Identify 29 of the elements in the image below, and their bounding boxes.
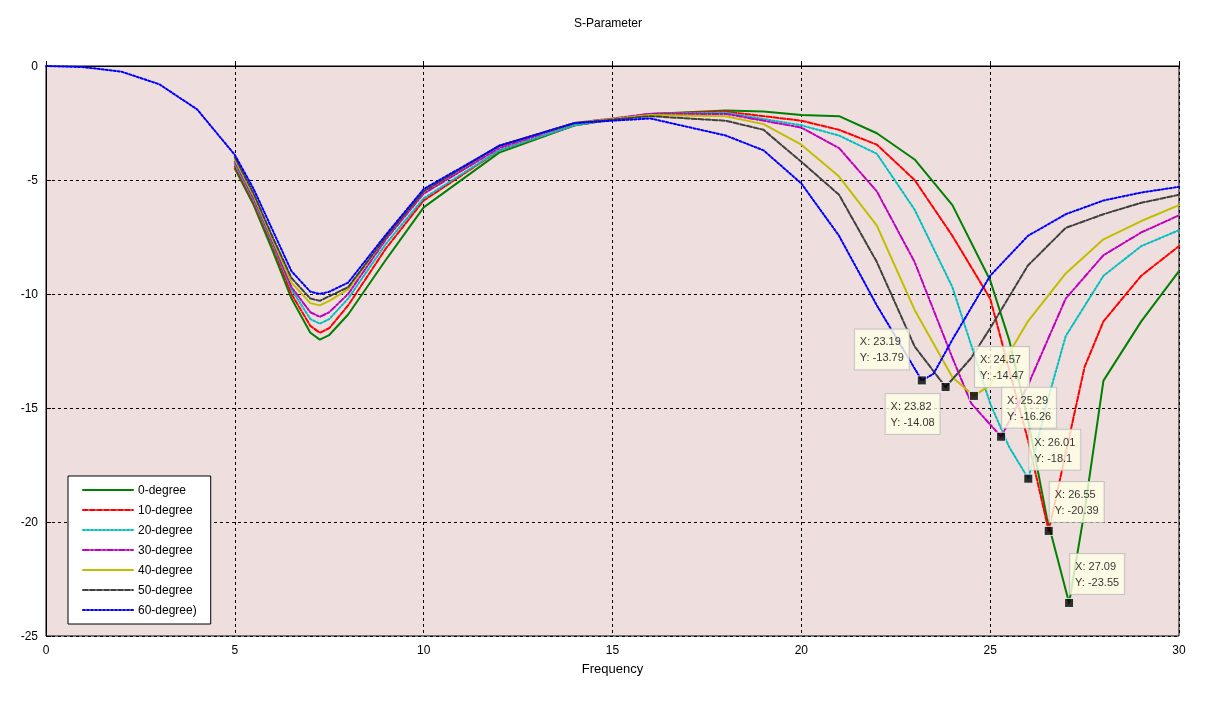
legend-label: 30-degree xyxy=(138,543,194,557)
annotation: X: 24.57 Y: -14.47 xyxy=(979,352,1024,381)
chart-title: S-Parameter xyxy=(573,16,643,30)
x-tick-label: 25 xyxy=(983,643,998,657)
x-tick-label: 30 xyxy=(1172,643,1186,657)
legend-label: 10-degree xyxy=(138,503,194,517)
annotation: X: 23.82 Y: -14.08 xyxy=(890,400,935,429)
x-tick-label: 15 xyxy=(605,643,620,657)
x-tick-label: 20 xyxy=(794,643,809,657)
y-tick-label: 0 xyxy=(31,59,39,73)
x-tick-label: 10 xyxy=(416,643,431,657)
y-tick-label: -10 xyxy=(20,287,39,301)
legend-label: 40-degree xyxy=(138,563,194,577)
annotation: X: 26.01 Y: -18.1 xyxy=(1034,435,1076,464)
legend-label: 0-degree xyxy=(138,483,187,497)
y-tick-label: -5 xyxy=(27,173,39,187)
x-tick-label: 5 xyxy=(231,643,239,657)
y-tick-label: -20 xyxy=(20,515,39,529)
y-tick-label: -25 xyxy=(20,629,39,643)
annotation: X: 27.09 Y: -23.55 xyxy=(1075,559,1120,588)
annotation: X: 25.29 Y: -16.26 xyxy=(1007,393,1052,422)
legend-label: 20-degree xyxy=(138,523,194,537)
legend-label: 60-degree) xyxy=(138,603,197,617)
x-axis-title: Frequency xyxy=(581,661,644,676)
annotation: X: 23.19 Y: -13.79 xyxy=(859,335,904,364)
annotation: X: 26.55 Y: -20.39 xyxy=(1054,487,1099,516)
y-tick-label: -15 xyxy=(20,401,39,415)
x-tick-label: 0 xyxy=(42,643,50,657)
legend-label: 50-degree xyxy=(138,583,194,597)
